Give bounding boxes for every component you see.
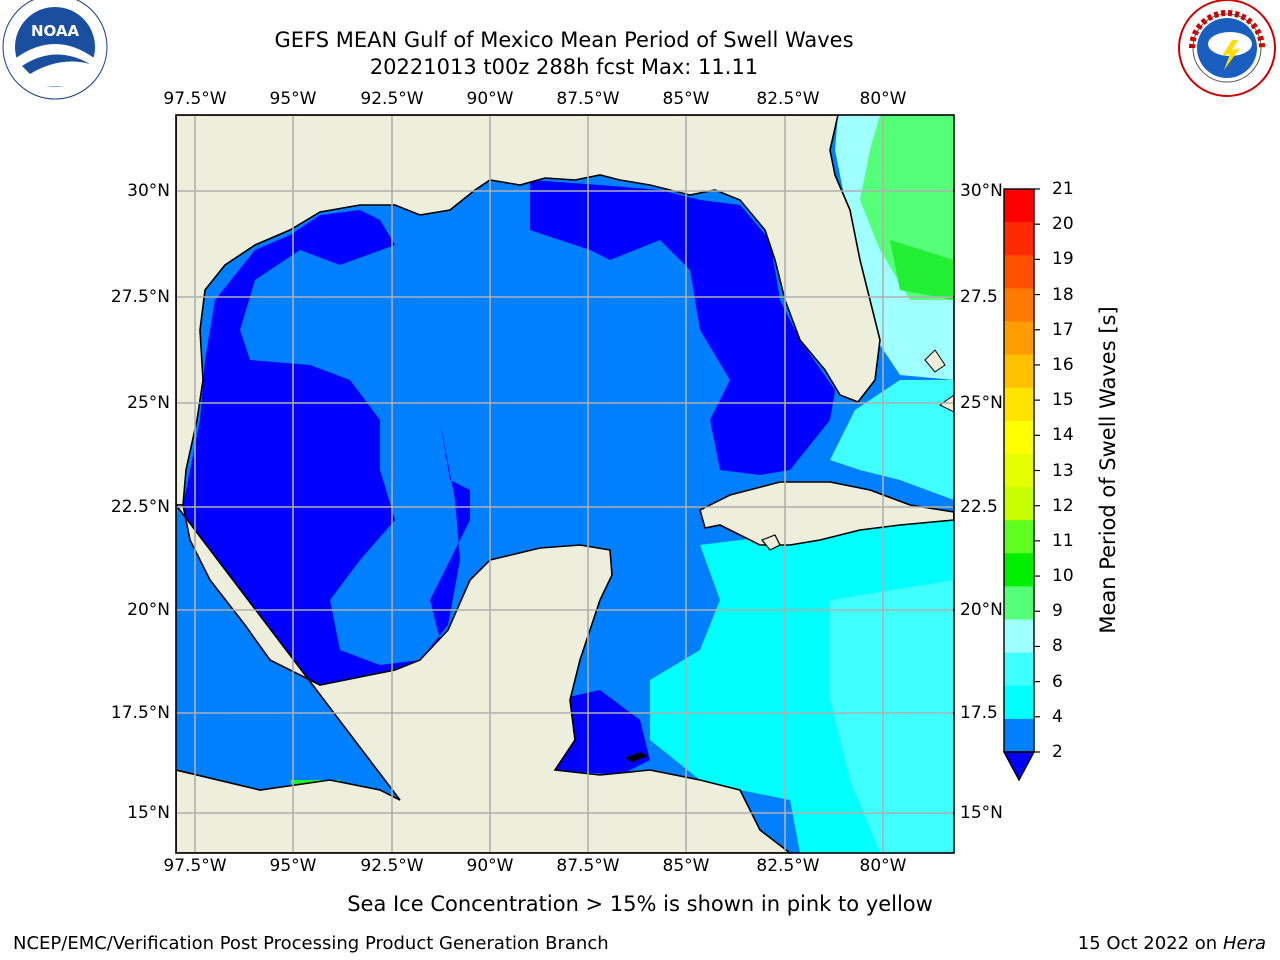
- colorbar-segment: [1004, 321, 1034, 356]
- lon-tick-bottom: 92.5°W: [360, 856, 424, 876]
- nws-logo: [1178, 0, 1276, 97]
- colorbar-segment: [1004, 453, 1034, 488]
- lon-tick-top: 97.5°W: [163, 89, 227, 109]
- land-isla-juventud: [761, 534, 781, 551]
- lon-tick-bottom: 80°W: [859, 856, 907, 876]
- footer-right: 15 Oct 2022 on Hera: [1078, 933, 1266, 954]
- lat-tick-left: 27.5°N: [110, 287, 170, 307]
- colorbar-segment: [1004, 487, 1034, 521]
- lon-tick-top: 92.5°W: [360, 89, 424, 109]
- colorbar-tick-label: 2: [1052, 742, 1063, 762]
- lat-tick-right: 17.5: [960, 703, 998, 723]
- map-frame: [175, 114, 955, 854]
- land-cuba: [699, 481, 954, 546]
- lon-tick-top: 87.5°W: [556, 89, 620, 109]
- land-mexico: [176, 504, 792, 853]
- map-title: GEFS MEAN Gulf of Mexico Mean Period of …: [274, 28, 854, 52]
- lat-tick-right: 22.5: [960, 497, 998, 517]
- lon-tick-top: 85°W: [662, 89, 710, 109]
- lon-tick-bottom: 87.5°W: [556, 856, 620, 876]
- colorbar-segment: [1004, 718, 1034, 753]
- colorbar-tick-label: 18: [1052, 284, 1074, 305]
- colorbar-segment: [1004, 222, 1034, 256]
- lat-tick-left: 15°N: [127, 803, 170, 823]
- colorbar-segment: [1004, 387, 1034, 422]
- land-bay-islands: [625, 752, 648, 762]
- sea-ice-caption: Sea Ice Concentration > 15% is shown in …: [0, 892, 1280, 916]
- lon-tick-bottom: 95°W: [269, 856, 317, 876]
- colorbar-segment: [1004, 652, 1034, 687]
- colorbar-tick-label: 17: [1052, 319, 1074, 340]
- noaa-logo: NOAA: [2, 0, 108, 100]
- colorbar-segment: [1004, 586, 1034, 621]
- colorbar-segment: [1004, 520, 1034, 554]
- colorbar-tick-label: 6: [1052, 671, 1063, 692]
- colorbar-segment: [1004, 420, 1034, 455]
- lon-tick-bottom: 85°W: [662, 856, 710, 876]
- colorbar-tick-label: 14: [1052, 425, 1074, 446]
- colorbar-segment: [1004, 288, 1034, 322]
- colorbar-tick-label: 12: [1052, 495, 1074, 516]
- region-swell-lt2-west: [183, 210, 470, 685]
- colorbar-segment: [1004, 354, 1034, 389]
- lat-tick-left: 22.5°N: [110, 497, 170, 517]
- lon-tick-top: 95°W: [269, 89, 317, 109]
- footer-left: NCEP/EMC/Verification Post Processing Pr…: [13, 933, 609, 954]
- colorbar-segment: [1004, 685, 1034, 720]
- lon-tick-bottom: 97.5°W: [163, 856, 227, 876]
- map-subtitle: 20221013 t00z 288h fcst Max: 11.11: [369, 55, 759, 79]
- colorbar-segment: [1004, 189, 1034, 223]
- map-gridlines: [176, 115, 954, 853]
- footer-host: Hera: [1222, 933, 1266, 954]
- colorbar-tick-label: 20: [1052, 214, 1074, 235]
- colorbar-tick-label: 15: [1052, 390, 1074, 411]
- colorbar-tick-label: 9: [1052, 601, 1063, 622]
- lat-tick-left: 17.5°N: [110, 703, 170, 723]
- lat-tick-right: 15°N: [960, 803, 1003, 823]
- noaa-logo-text: NOAA: [31, 22, 80, 40]
- land-north-america: [176, 115, 881, 506]
- sea-ice-caption-text: Sea Ice Concentration > 15% is shown in …: [347, 892, 933, 916]
- lat-tick-right: 30°N: [960, 181, 1003, 201]
- lat-tick-right: 20°N: [960, 600, 1003, 620]
- colorbar-tick-label: 10: [1052, 566, 1074, 587]
- colorbar-tick-label: 16: [1052, 354, 1074, 375]
- region-swell-lt2-south: [555, 690, 650, 775]
- colorbar-segment: [1004, 553, 1034, 587]
- colorbar-tick-label: 4: [1052, 706, 1063, 727]
- region-swell-6-8-straits: [830, 380, 954, 500]
- colorbar-title: Mean Period of Swell Waves [s]: [1096, 306, 1120, 634]
- colorbar-segment: [1004, 255, 1034, 289]
- lon-tick-top: 80°W: [859, 89, 907, 109]
- region-swell-lt2-east: [530, 180, 835, 475]
- colorbar: [1004, 188, 1040, 753]
- colorbar-tick-label: 21: [1052, 179, 1074, 199]
- lat-tick-right: 27.5: [960, 287, 998, 307]
- lat-tick-left: 25°N: [127, 393, 170, 413]
- colorbar-tick-label: 13: [1052, 460, 1074, 481]
- lat-tick-left: 20°N: [127, 600, 170, 620]
- region-swell-6-8-caribbean: [830, 580, 954, 853]
- colorbar-frame: [1003, 188, 1035, 753]
- land-bahamas: [924, 349, 946, 373]
- lon-tick-bottom: 82.5°W: [756, 856, 820, 876]
- lat-tick-left: 30°N: [127, 181, 170, 201]
- colorbar-tick-label: 11: [1052, 530, 1074, 551]
- lat-tick-right: 25°N: [960, 393, 1003, 413]
- colorbar-under-triangle: [1002, 751, 1036, 782]
- colorbar-segment: [1004, 619, 1034, 654]
- colorbar-tick-label: 19: [1052, 249, 1074, 270]
- lon-tick-top: 82.5°W: [756, 89, 820, 109]
- lon-tick-bottom: 90°W: [466, 856, 514, 876]
- lon-tick-top: 90°W: [466, 89, 514, 109]
- region-swell-10-11-atlantic: [890, 240, 954, 300]
- colorbar-tick-label: 8: [1052, 636, 1063, 657]
- footer-date: 15 Oct 2022 on: [1077, 933, 1223, 954]
